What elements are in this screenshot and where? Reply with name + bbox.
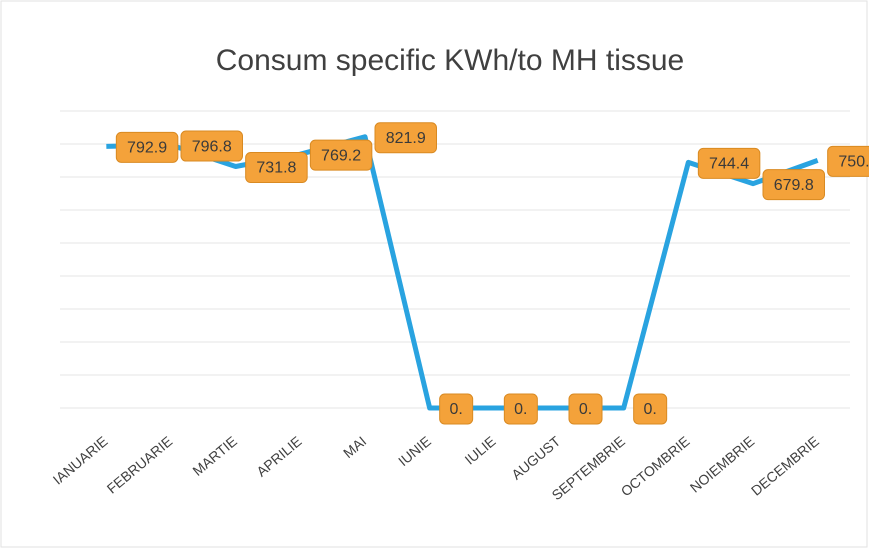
data-label-text: 731.8 [256, 160, 296, 177]
data-label: 0. [633, 393, 668, 425]
data-label-text: 0. [514, 401, 527, 418]
data-label-box [309, 139, 373, 171]
data-label: 750.4 [827, 145, 869, 177]
data-label-text: 0. [579, 401, 592, 418]
data-label-box [180, 130, 243, 162]
data-label-box [115, 131, 179, 163]
data-label-box [245, 152, 308, 184]
data-label-box [633, 393, 668, 425]
data-label: 0. [439, 393, 474, 425]
data-label-text: 679.8 [774, 177, 814, 194]
data-label: 679.8 [762, 169, 825, 201]
data-label: 792.9 [115, 131, 179, 163]
data-label: 744.4 [697, 147, 761, 179]
data-label-text: 821.9 [386, 130, 426, 147]
data-label-box [827, 145, 869, 177]
data-label-text: 750.4 [838, 154, 869, 171]
data-label-text: 796.8 [192, 138, 232, 155]
data-label-box [439, 393, 474, 425]
data-label: 0. [503, 393, 538, 425]
data-label-text: 0. [643, 401, 656, 418]
data-label-box [374, 122, 437, 154]
data-label-box [697, 147, 761, 179]
data-label-box [568, 393, 603, 425]
data-label-text: 769.2 [321, 147, 361, 164]
data-label: 796.8 [180, 130, 243, 162]
data-label: 769.2 [309, 139, 373, 171]
data-label: 731.8 [245, 152, 308, 184]
data-label: 821.9 [374, 122, 437, 154]
data-label-box [762, 169, 825, 201]
data-label-text: 792.9 [127, 140, 167, 157]
data-label-text: 0. [449, 401, 462, 418]
data-label-text: 744.4 [709, 156, 749, 173]
data-label: 0. [568, 393, 603, 425]
data-label-box [503, 393, 538, 425]
chart-title: Consum specific KWh/to MH tissue [216, 44, 684, 77]
